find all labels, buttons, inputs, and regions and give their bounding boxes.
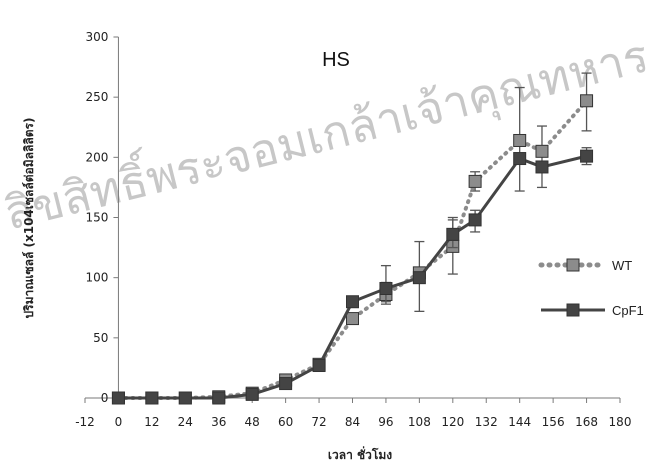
x-tick-label: 156: [542, 415, 565, 429]
axes: 0 50 100 150 200 250 300 -12 0 12 24 36 48 60 72 84 96 10…: [75, 30, 631, 429]
data-point: [468, 213, 482, 227]
x-tick-label: 84: [345, 415, 360, 429]
x-tick-label: 120: [441, 415, 464, 429]
data-point: [412, 271, 426, 285]
data-point: [279, 377, 293, 391]
data-point: [468, 174, 482, 188]
x-tick-label: 144: [508, 415, 531, 429]
x-tick-label: 24: [178, 415, 193, 429]
data-point: [312, 359, 326, 373]
data-point: [145, 391, 159, 405]
data-point: [212, 391, 226, 405]
data-point: [178, 391, 192, 405]
legend-marker: [566, 303, 580, 317]
x-tick-label: 180: [609, 415, 632, 429]
y-tick-label: 250: [86, 90, 109, 104]
y-tick-label: 200: [86, 150, 109, 164]
data-point: [446, 227, 460, 241]
data-point: [513, 152, 527, 166]
chart-title: HS: [322, 49, 350, 71]
data-point: [245, 387, 259, 401]
x-tick-label: 96: [378, 415, 393, 429]
x-tick-label: 132: [475, 415, 498, 429]
data-point: [535, 144, 549, 158]
data-point: [379, 281, 393, 295]
y-tick-label: 300: [86, 30, 109, 44]
x-tick-label: 48: [245, 415, 260, 429]
legend-marker: [566, 258, 580, 272]
data-point: [111, 391, 125, 405]
legend-label: CpF1: [612, 303, 644, 318]
y-axis-title: ปริมาณเซลล์ (x104เซลล์ต่อมิลลิลิตร): [22, 118, 36, 319]
x-tick-label: 60: [278, 415, 293, 429]
x-tick-label: 72: [311, 415, 326, 429]
data-point: [513, 133, 527, 147]
series-cpf1: [111, 147, 594, 405]
y-tick-label: 100: [86, 271, 109, 285]
x-tick-label: 168: [575, 415, 598, 429]
legend-label: WT: [612, 258, 632, 273]
x-tick-label: 12: [144, 415, 159, 429]
y-tick-label: 150: [86, 211, 109, 225]
y-tick-label: 0: [101, 391, 109, 405]
data-point: [535, 160, 549, 174]
x-tick-label: -12: [75, 415, 95, 429]
plot-area: [111, 72, 594, 405]
x-tick-label: 36: [211, 415, 226, 429]
x-tick-label: 0: [115, 415, 123, 429]
y-tick-label: 50: [93, 331, 108, 345]
data-point: [346, 312, 359, 326]
data-point: [580, 149, 594, 163]
data-point: [346, 295, 359, 309]
x-axis-title: เวลา ชั่วโมง: [328, 446, 392, 462]
legend: WT CpF1: [538, 258, 644, 318]
data-point: [580, 94, 594, 108]
x-tick-label: 108: [408, 415, 431, 429]
